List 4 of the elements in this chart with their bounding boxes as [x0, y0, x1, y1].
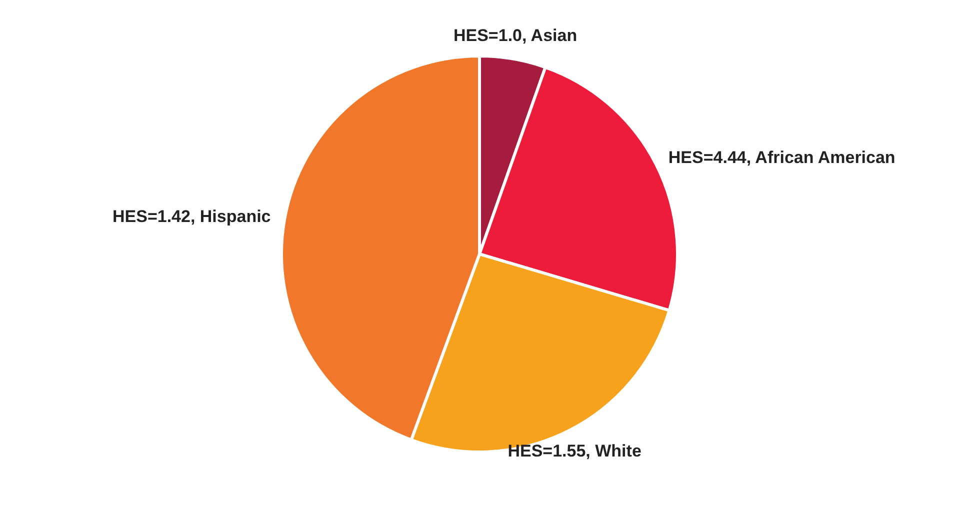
slice-label: HES=1.0, Asian: [453, 26, 578, 46]
slice-label: HES=1.42, Hispanic: [112, 206, 271, 226]
slice-label: HES=4.44, African American: [668, 148, 896, 167]
slice-label: HES=1.55, White: [508, 441, 642, 460]
